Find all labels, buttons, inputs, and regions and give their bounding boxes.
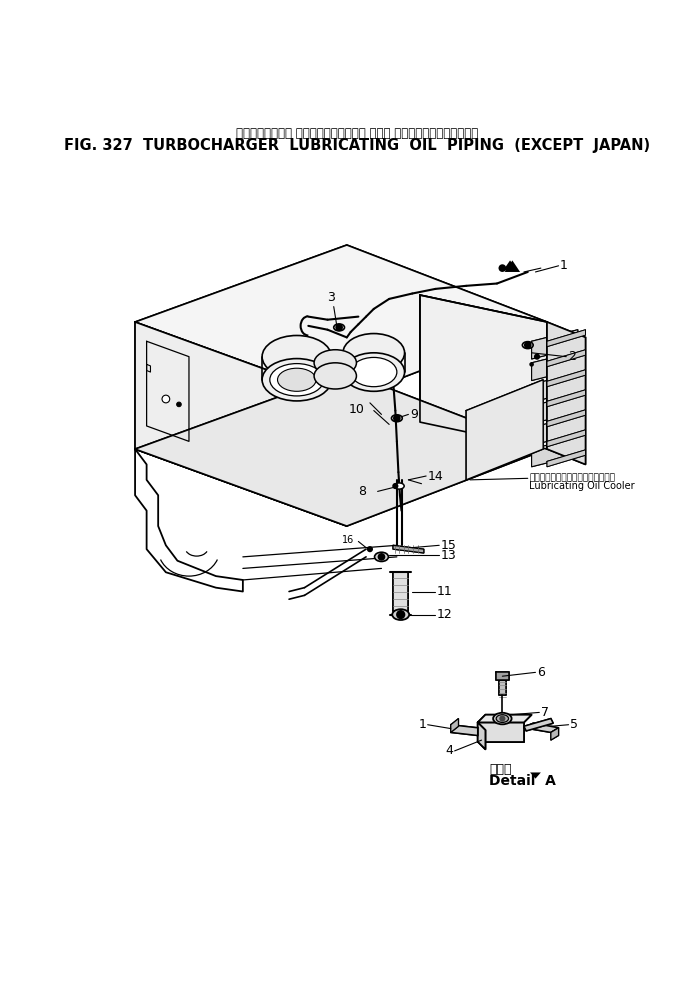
Polygon shape bbox=[393, 546, 424, 553]
Ellipse shape bbox=[343, 353, 404, 391]
Polygon shape bbox=[551, 727, 558, 740]
Polygon shape bbox=[524, 723, 558, 732]
Text: 9: 9 bbox=[410, 408, 418, 421]
Text: 1: 1 bbox=[560, 260, 568, 272]
Text: Detail  A: Detail A bbox=[489, 774, 556, 788]
Text: ルーブリケーティングオイルクーラ: ルーブリケーティングオイルクーラ bbox=[529, 474, 615, 483]
Polygon shape bbox=[532, 394, 578, 424]
Circle shape bbox=[534, 354, 540, 360]
Ellipse shape bbox=[270, 364, 323, 396]
Polygon shape bbox=[532, 373, 578, 402]
Polygon shape bbox=[532, 329, 578, 359]
Polygon shape bbox=[477, 723, 485, 749]
Ellipse shape bbox=[496, 715, 509, 723]
Polygon shape bbox=[496, 672, 509, 680]
Ellipse shape bbox=[277, 369, 316, 391]
Circle shape bbox=[498, 264, 506, 272]
Circle shape bbox=[499, 716, 505, 722]
Polygon shape bbox=[547, 370, 585, 386]
Polygon shape bbox=[498, 680, 506, 695]
Ellipse shape bbox=[392, 609, 409, 620]
Ellipse shape bbox=[493, 713, 512, 724]
Circle shape bbox=[524, 341, 532, 349]
Circle shape bbox=[162, 395, 169, 403]
Text: 6: 6 bbox=[537, 665, 545, 679]
Polygon shape bbox=[477, 723, 524, 741]
Circle shape bbox=[378, 553, 385, 560]
Text: 15: 15 bbox=[441, 539, 457, 551]
Text: 1: 1 bbox=[418, 719, 426, 731]
Polygon shape bbox=[135, 372, 547, 526]
Ellipse shape bbox=[343, 333, 404, 372]
Text: 詳　細: 詳 細 bbox=[489, 763, 512, 777]
Circle shape bbox=[393, 415, 401, 422]
Ellipse shape bbox=[262, 335, 331, 377]
Circle shape bbox=[367, 547, 373, 552]
Text: 10: 10 bbox=[348, 402, 365, 416]
Text: 5: 5 bbox=[570, 719, 578, 731]
Ellipse shape bbox=[314, 363, 356, 389]
Polygon shape bbox=[547, 430, 585, 446]
Text: 3: 3 bbox=[327, 291, 335, 305]
Polygon shape bbox=[466, 379, 543, 480]
Circle shape bbox=[392, 483, 399, 490]
Polygon shape bbox=[505, 260, 520, 272]
Text: 2: 2 bbox=[568, 350, 576, 363]
Ellipse shape bbox=[395, 483, 404, 490]
Text: 12: 12 bbox=[437, 608, 452, 621]
Polygon shape bbox=[135, 245, 547, 399]
Polygon shape bbox=[451, 719, 459, 732]
Polygon shape bbox=[420, 295, 547, 449]
Polygon shape bbox=[503, 260, 517, 270]
Polygon shape bbox=[547, 410, 585, 427]
Text: FIG. 327  TURBOCHARGER  LUBRICATING  OIL  PIPING  (EXCEPT  JAPAN): FIG. 327 TURBOCHARGER LUBRICATING OIL PI… bbox=[63, 138, 650, 153]
Circle shape bbox=[529, 362, 534, 367]
Polygon shape bbox=[477, 715, 532, 723]
Text: 4: 4 bbox=[445, 744, 453, 757]
Circle shape bbox=[396, 610, 406, 619]
Text: Lubricating Oil Cooler: Lubricating Oil Cooler bbox=[529, 482, 635, 492]
Polygon shape bbox=[524, 719, 553, 731]
Polygon shape bbox=[532, 437, 578, 467]
Text: 8: 8 bbox=[358, 485, 366, 498]
Polygon shape bbox=[547, 450, 585, 467]
Ellipse shape bbox=[262, 359, 331, 401]
Polygon shape bbox=[532, 416, 578, 445]
Circle shape bbox=[176, 402, 181, 407]
Text: 14: 14 bbox=[428, 470, 443, 483]
Ellipse shape bbox=[314, 350, 356, 376]
Text: 16: 16 bbox=[342, 535, 354, 545]
Circle shape bbox=[335, 323, 343, 331]
Ellipse shape bbox=[392, 415, 402, 422]
Polygon shape bbox=[547, 390, 585, 407]
Polygon shape bbox=[530, 773, 541, 779]
Ellipse shape bbox=[374, 552, 388, 561]
Ellipse shape bbox=[351, 358, 397, 386]
Polygon shape bbox=[532, 351, 578, 380]
Text: ターボチャージャ ルーブリケーティング オイル パイピング　　海　外　向: ターボチャージャ ルーブリケーティング オイル パイピング 海 外 向 bbox=[236, 127, 478, 141]
Polygon shape bbox=[547, 350, 585, 367]
Polygon shape bbox=[135, 322, 347, 526]
Polygon shape bbox=[451, 724, 477, 735]
Polygon shape bbox=[393, 572, 408, 610]
Ellipse shape bbox=[522, 342, 533, 349]
Text: 7: 7 bbox=[541, 706, 549, 719]
Text: 11: 11 bbox=[437, 585, 452, 598]
Ellipse shape bbox=[334, 324, 344, 331]
Text: 13: 13 bbox=[441, 549, 457, 562]
Polygon shape bbox=[547, 329, 585, 347]
Polygon shape bbox=[547, 322, 585, 464]
